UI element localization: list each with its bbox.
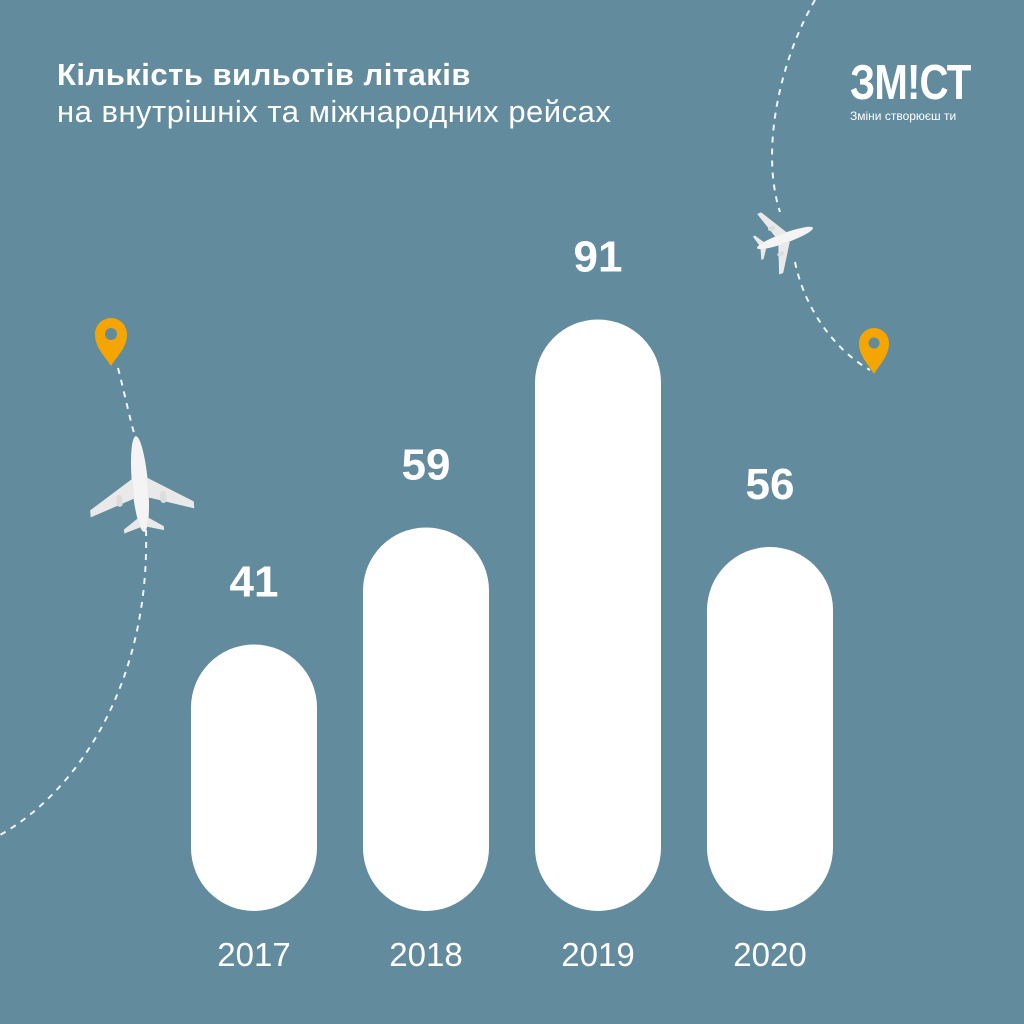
flight-path-right-lower xyxy=(794,261,871,371)
flight-path-left xyxy=(117,367,137,441)
x-tick-label-2017: 2017 xyxy=(217,936,290,973)
title-line-1: Кількість вильотів літаків xyxy=(57,57,471,92)
bar-2020 xyxy=(707,547,833,911)
location-pin-icon xyxy=(95,318,127,366)
logo-wordmark: ЗМ!СТ xyxy=(850,56,971,110)
bar-2018 xyxy=(363,527,489,911)
x-tick-label-2019: 2019 xyxy=(561,936,634,973)
data-label-2018: 59 xyxy=(402,441,451,490)
title-line-2: на внутрішніх та міжнародних рейсах xyxy=(57,94,612,129)
flight-path-right xyxy=(771,0,816,213)
x-tick-label-2020: 2020 xyxy=(733,936,806,973)
chart-title: Кількість вильотів літаків на внутрішніх… xyxy=(57,56,611,131)
flight-path-left-lower xyxy=(0,529,148,836)
data-label-2017: 41 xyxy=(230,558,279,607)
x-tick-label-2018: 2018 xyxy=(389,936,462,973)
brand-logo: ЗМ!СТ Зміни створюєш ти xyxy=(850,58,997,123)
bar-2019 xyxy=(535,319,661,911)
location-pin-icon xyxy=(859,328,889,374)
bar-2017 xyxy=(191,644,317,911)
data-label-2020: 56 xyxy=(746,460,795,509)
logo-slogan: Зміни створюєш ти xyxy=(850,109,957,123)
data-label-2019: 91 xyxy=(574,233,623,282)
